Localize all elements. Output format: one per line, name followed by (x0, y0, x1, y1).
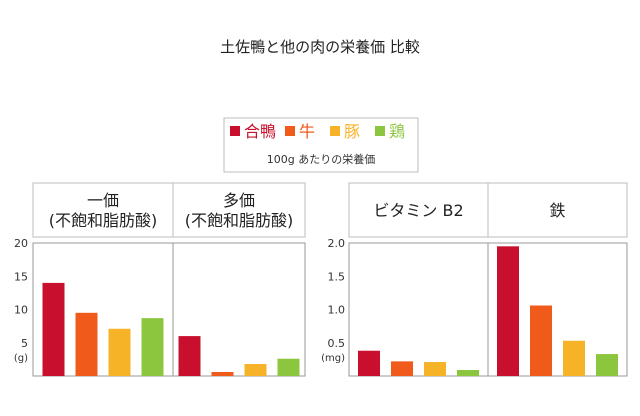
legend-label: 鶏 (389, 122, 405, 141)
legend-swatch (330, 126, 340, 136)
y-tick-label: 10 (14, 304, 28, 317)
legend-swatch (285, 126, 295, 136)
legend-label: 豚 (344, 122, 360, 141)
bar (358, 350, 380, 376)
chart-title: 土佐鴨と他の肉の栄養価 比較 (220, 38, 420, 56)
bar (277, 358, 300, 376)
y-tick-label: 2.0 (328, 237, 346, 250)
y-tick-label: 1.5 (328, 270, 346, 283)
group-label: 多価(不飽和脂肪酸) (185, 191, 294, 230)
y-tick-label: 15 (14, 270, 28, 283)
plot-frame (32, 242, 306, 377)
legend: 合鴨 牛 豚 鶏 100g あたりの栄養価 (223, 117, 419, 173)
bar (75, 312, 98, 376)
group-label: ビタミン B2 (373, 201, 463, 220)
bar (141, 318, 164, 376)
y-unit-label: (g) (14, 353, 28, 364)
bar (211, 372, 234, 376)
legend-swatch (375, 126, 385, 136)
bar (108, 328, 131, 376)
y-tick-label: 1.0 (328, 304, 346, 317)
bar (457, 370, 479, 376)
y-tick-label: 0.5 (328, 337, 346, 350)
legend-swatch (230, 126, 240, 136)
bar (178, 336, 201, 376)
legend-note: 100g あたりの栄養価 (267, 152, 375, 166)
legend-label: 合鴨 (244, 122, 276, 141)
y-tick-label: 5 (21, 337, 28, 350)
group-label: 鉄 (549, 201, 565, 220)
group-header-box (32, 182, 306, 238)
y-unit-label: (mg) (321, 353, 345, 364)
bar (596, 354, 618, 376)
bar (563, 340, 585, 376)
legend-label: 牛 (299, 122, 315, 141)
chart-panel: 一価(不飽和脂肪酸) 多価(不飽和脂肪酸) 20 15 10 5 (g) (14, 182, 306, 377)
bar (244, 364, 267, 376)
bar (530, 305, 552, 376)
chart-panel: ビタミン B2 鉄 2.0 1.5 1.0 0.5 (mg) (321, 182, 628, 377)
group-label: 一価(不飽和脂肪酸) (49, 191, 158, 230)
bar (391, 361, 413, 376)
bar (497, 246, 519, 376)
y-tick-label: 20 (14, 237, 28, 250)
legend-box (223, 117, 419, 173)
bar (424, 362, 446, 376)
bar (42, 282, 65, 376)
